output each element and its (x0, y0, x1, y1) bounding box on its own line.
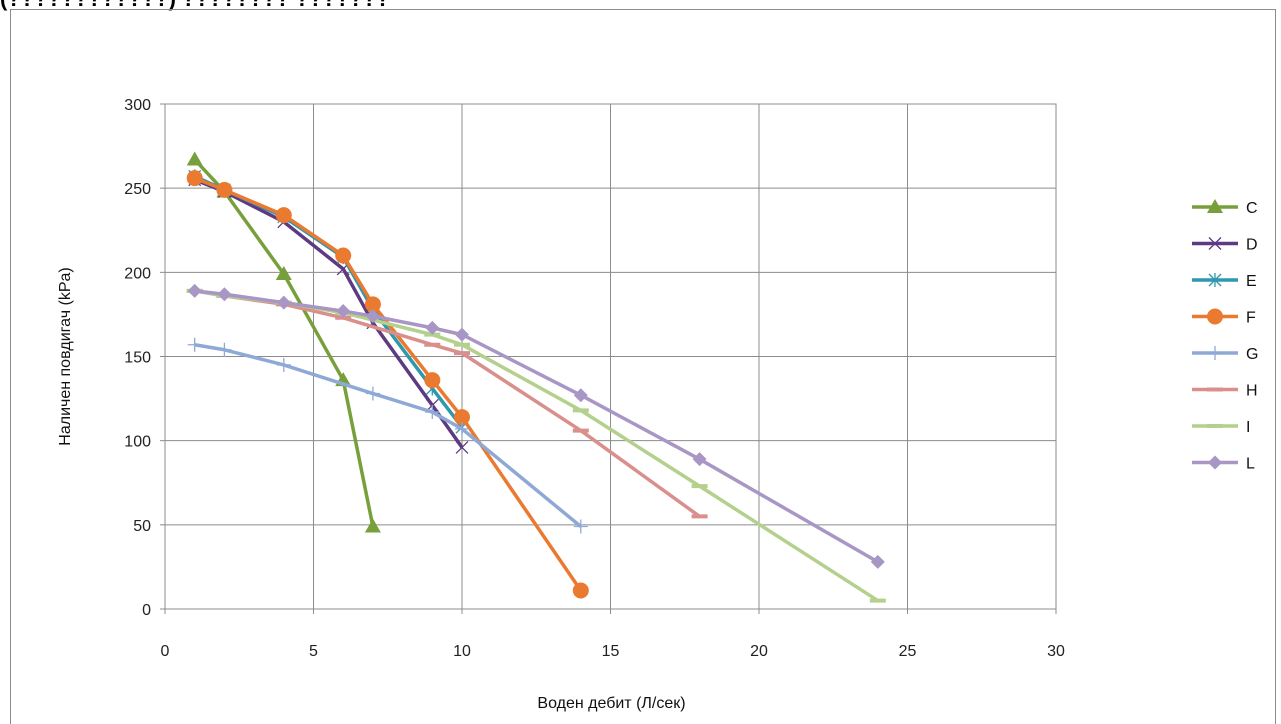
legend-entry-l: L (1192, 455, 1255, 473)
chart-series (186, 151, 886, 603)
data-point-g (365, 386, 380, 401)
chart-legend: C D E F G H I L (1192, 199, 1258, 473)
legend-marker (1207, 199, 1223, 213)
data-point-l (692, 452, 707, 467)
data-point-g (217, 342, 232, 357)
y-axis-label: Наличен повдигач (kPa) (57, 267, 74, 445)
x-tick-label: 25 (899, 643, 917, 660)
legend-label: L (1246, 456, 1255, 473)
data-point-l (217, 287, 232, 302)
data-point-d (455, 440, 469, 454)
series-g (187, 337, 588, 534)
y-axis-ticks: 0 50 100 150 200 250 300 (124, 97, 151, 619)
data-point-l (187, 283, 202, 298)
y-tick-label: 0 (142, 602, 151, 619)
data-point-g (276, 357, 291, 372)
data-point-f (364, 296, 381, 313)
series-l (187, 283, 885, 569)
data-point-l (425, 320, 440, 335)
series-line-g (194, 342, 582, 528)
data-point-l (336, 304, 351, 319)
y-tick-label: 50 (133, 518, 151, 535)
series-h (186, 288, 708, 519)
legend-marker (1208, 455, 1222, 470)
series-line-f (194, 176, 583, 592)
legend-entry-g: G (1192, 346, 1258, 363)
page-title-strip: (????????????) ???????? ??????? (0, 0, 1281, 12)
series-line-h (194, 289, 701, 518)
data-point-g (425, 405, 440, 420)
x-tick-label: 5 (309, 643, 318, 660)
y-tick-label: 250 (124, 181, 151, 198)
data-point-l (870, 554, 885, 569)
x-tick-label: 15 (602, 643, 620, 660)
y-tick-label: 100 (124, 434, 151, 451)
legend-marker (1208, 346, 1222, 360)
data-point-f (335, 247, 352, 264)
legend-label: D (1246, 237, 1258, 254)
legend-label: H (1246, 383, 1258, 400)
data-point-c (186, 151, 203, 166)
x-tick-label: 0 (161, 643, 170, 660)
data-point-f (186, 170, 203, 187)
data-point-g (187, 337, 202, 352)
x-axis-ticks: 0 5 10 15 20 25 30 (161, 643, 1065, 660)
legend-entry-h: H (1192, 383, 1258, 400)
legend-label: F (1246, 310, 1256, 327)
legend-label: I (1246, 419, 1250, 436)
x-tick-label: 20 (750, 643, 768, 660)
data-point-l (276, 295, 291, 310)
legend-marker (1208, 237, 1222, 250)
x-tick-label: 10 (453, 643, 471, 660)
data-point-g (455, 421, 469, 436)
legend-entry-f: F (1192, 308, 1256, 327)
data-point-l (455, 327, 469, 342)
y-tick-label: 300 (124, 97, 151, 114)
data-point-f (275, 207, 292, 224)
y-tick-label: 200 (124, 265, 151, 282)
y-tick-label: 150 (124, 350, 151, 367)
legend-marker (1208, 273, 1222, 287)
legend-entry-d: D (1192, 237, 1258, 254)
data-point-f (572, 582, 589, 599)
data-point-c (275, 266, 292, 281)
legend-entry-c: C (1192, 199, 1258, 217)
legend-marker (1207, 308, 1223, 325)
legend-entry-e: E (1192, 273, 1257, 290)
legend-entry-i: I (1192, 419, 1250, 436)
legend-label: G (1246, 346, 1258, 363)
chart-frame (10, 9, 1276, 724)
x-tick-label: 30 (1047, 643, 1065, 660)
data-point-f (424, 372, 441, 389)
data-point-f (454, 409, 470, 426)
data-point-f (216, 181, 233, 198)
data-point-l (365, 309, 380, 324)
chart-grid (160, 103, 1057, 614)
page-title: (????????????) ???????? ??????? (0, 0, 390, 12)
legend-label: C (1246, 200, 1258, 217)
data-point-c (364, 518, 381, 533)
series-f (186, 170, 589, 599)
series-line-i (194, 289, 879, 603)
series-line-l (194, 289, 879, 564)
legend-label: E (1246, 273, 1257, 290)
data-point-g (573, 519, 588, 534)
x-axis-label: Воден дебит (Л/сек) (537, 695, 685, 712)
data-point-l (573, 388, 588, 403)
series-i (186, 288, 886, 603)
